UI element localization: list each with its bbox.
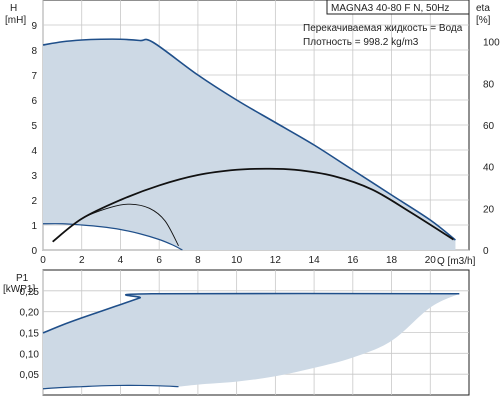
y2-tick-label: 20 xyxy=(483,204,495,215)
y2-axis-unit: [%] xyxy=(476,15,491,26)
x-tick-label: 16 xyxy=(347,255,359,266)
y2-tick-label: 100 xyxy=(483,38,500,49)
max-efficiency-curve xyxy=(52,167,454,243)
y-tick-label: 3 xyxy=(31,171,37,182)
y-tick-label: 4 xyxy=(31,146,37,157)
x-tick-label: 20 xyxy=(425,255,437,266)
legend-line-fluid: Перекачиваемая жидкость = Вода xyxy=(303,23,463,34)
power-tick-label: 0,05 xyxy=(20,370,40,381)
y2-tick-label: 0 xyxy=(483,246,489,257)
x-tick-label: 0 xyxy=(40,255,46,266)
power-envelope-area xyxy=(43,293,460,389)
y-axis-label: H xyxy=(10,3,17,14)
y2-axis-label: eta xyxy=(476,3,490,14)
y-axis-unit: [mH] xyxy=(5,15,26,26)
title-box xyxy=(326,0,470,15)
power-axis-unit: [kWP1] xyxy=(3,284,35,295)
max-power-curve xyxy=(42,292,460,334)
y-tick-label: 8 xyxy=(31,46,37,57)
power-tick-label: 0,20 xyxy=(20,308,40,319)
y2-tick-label: 60 xyxy=(483,121,495,132)
y-tick-label: 0 xyxy=(31,246,37,257)
x-tick-label: 10 xyxy=(231,255,243,266)
power-axis-label: P1 xyxy=(16,273,29,284)
y-tick-label: 1 xyxy=(31,221,37,232)
power-tick-label: 0,10 xyxy=(20,349,40,360)
power-tick-label: 0,25 xyxy=(20,287,40,298)
x-tick-label: 4 xyxy=(118,255,124,266)
y-tick-label: 7 xyxy=(31,71,37,82)
y2-tick-label: 80 xyxy=(483,79,495,90)
min-power-curve xyxy=(42,384,179,390)
x-tick-label: 8 xyxy=(195,255,201,266)
min-head-curve xyxy=(42,223,183,251)
y-tick-label: 2 xyxy=(31,196,37,207)
y-tick-label: 6 xyxy=(31,96,37,107)
top-series xyxy=(42,38,456,251)
power-tick-label: 0,15 xyxy=(20,329,40,340)
bottom-series xyxy=(42,292,460,390)
y-tick-label: 9 xyxy=(31,21,37,32)
x-tick-label: 12 xyxy=(270,255,282,266)
y2-tick-label: 40 xyxy=(483,163,495,174)
legend-line-density: Плотность = 998.2 kg/m3 xyxy=(303,37,419,48)
x-tick-label: 18 xyxy=(386,255,398,266)
x-tick-label: 14 xyxy=(309,255,321,266)
tick-labels: 0 2 4 6 8 10 12 14 16 18 2001234567890204060801000… xyxy=(20,21,500,381)
y-tick-label: 5 xyxy=(31,121,37,132)
x-tick-label: 6 xyxy=(156,255,162,266)
x-tick-label: 2 xyxy=(79,255,85,266)
x-axis-label: Q [m3/h] xyxy=(437,256,476,267)
chart-title: MAGNA3 40-80 F N, 50Hz xyxy=(331,3,449,14)
max-head-curve xyxy=(42,38,456,241)
head-envelope-area xyxy=(43,39,456,251)
